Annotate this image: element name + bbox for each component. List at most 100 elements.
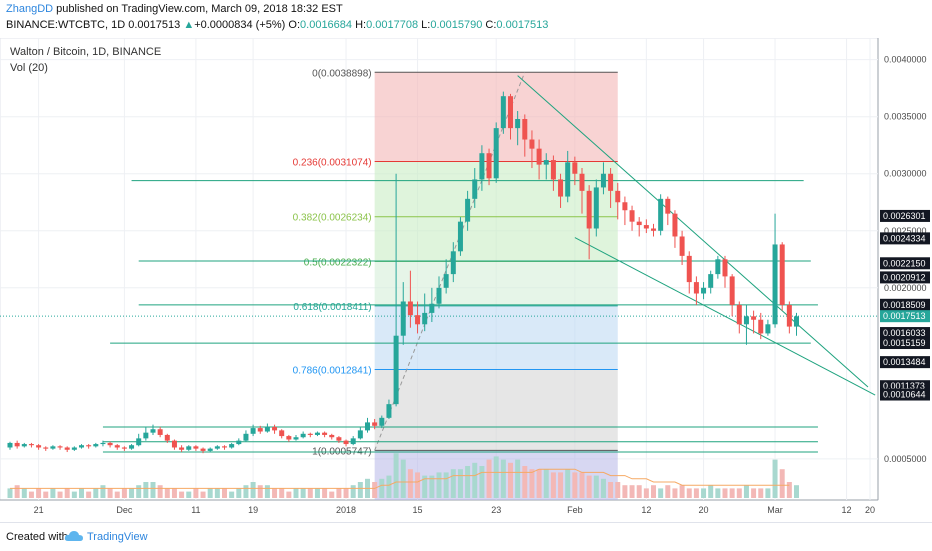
candle-body [686, 255, 692, 283]
price-marker-label: 0.0017513 [883, 311, 926, 321]
candle-body [615, 190, 621, 203]
candle-body [779, 244, 785, 305]
candle-body [222, 446, 227, 448]
volume-bar [586, 475, 592, 498]
candle-body [257, 428, 263, 432]
candle-body [14, 442, 20, 447]
volume-bar [393, 453, 399, 498]
tradingview-cloud-icon [64, 531, 83, 541]
candle-body [236, 440, 242, 445]
candle-body [600, 173, 606, 188]
candle-body [136, 438, 142, 446]
candle-body [293, 437, 299, 440]
volume-bar [293, 488, 299, 498]
candle-body [71, 447, 77, 450]
volume-bar [572, 472, 578, 498]
volume-bar [429, 475, 435, 498]
volume-bar [36, 488, 42, 498]
price-marker-box [880, 209, 930, 222]
tradingview-brand[interactable]: TradingView [87, 531, 148, 543]
candle-body [100, 442, 106, 445]
volume-bar [579, 472, 585, 498]
price-marker-label: 0.0016033 [883, 328, 926, 338]
y-tick-label: 0.0005000 [884, 454, 927, 464]
candle-body [357, 430, 363, 439]
candle-body [7, 442, 13, 448]
price-marker-box [880, 388, 930, 401]
fib-level-label: 0(0.0038898) [312, 68, 372, 79]
candle-body [679, 236, 685, 256]
volume-bar [214, 488, 220, 498]
fib-level-label: 0.236(0.0031074) [293, 157, 372, 168]
candle-body [121, 447, 127, 449]
author-link[interactable]: ZhangDD [6, 3, 54, 15]
volume-bar [179, 491, 185, 498]
volume-bar [207, 488, 213, 498]
candle-body [372, 422, 378, 426]
y-tick-label: 0.0030000 [884, 169, 927, 179]
candle-body [672, 213, 678, 237]
volume-bar [615, 482, 621, 498]
volume-bar [357, 482, 363, 498]
candle-body [643, 225, 649, 229]
publish-text: published on TradingView.com, March 09, … [56, 3, 343, 15]
candle-body [743, 316, 749, 325]
volume-bar [529, 469, 535, 498]
candle-body [693, 282, 699, 294]
chart-canvas[interactable]: 21 Dec 11 19 2018 15 23 Feb 12 20 Mar 12 20 0.0040000… [0, 38, 932, 520]
ohlc-line: BINANCE:WTCBTC, 1D 0.0017513 ▲+0.0000834… [6, 19, 548, 31]
volume-bar [558, 472, 564, 498]
candle-body [486, 153, 492, 179]
candle-body [443, 274, 449, 288]
x-tick-label: 20 [865, 505, 875, 515]
volume-sma-line [10, 468, 790, 489]
chart-area[interactable]: 21 Dec 11 19 2018 15 23 Feb 12 20 Mar 12 20 0.0040000… [0, 38, 932, 520]
fib-zone [374, 261, 618, 306]
volume-bar [436, 472, 442, 498]
volume-bar [336, 488, 342, 498]
fib-level-label: 0.786(0.0012841) [293, 365, 372, 376]
x-tick-label: 19 [248, 505, 258, 515]
price-marker-label: 0.0011373 [883, 381, 925, 391]
volume-bar [407, 469, 413, 498]
candle-body [508, 96, 513, 129]
price-marker-box [880, 257, 930, 270]
candle-body [586, 190, 592, 229]
volume-bar [71, 491, 77, 498]
candle-body [536, 148, 542, 165]
volume-bar [222, 488, 227, 498]
high-label: H: [355, 19, 367, 31]
candle-body [708, 274, 714, 288]
volume-bar [164, 488, 170, 498]
volume-bar [522, 466, 528, 498]
candle-body [479, 153, 485, 180]
candle-body [758, 319, 764, 334]
volume-bar [279, 488, 285, 498]
x-tick-label: Dec [116, 505, 133, 515]
candle-body [400, 301, 406, 336]
candle-body [436, 287, 442, 304]
low-value: 0.0015790 [430, 19, 483, 31]
volume-bar [443, 472, 449, 498]
volume-bar [272, 488, 278, 498]
price-marker-label: 0.0018509 [883, 300, 926, 310]
volume-bar [751, 488, 757, 498]
candle-body [79, 445, 84, 448]
price-marker-box [880, 310, 930, 323]
x-tick-label: 2018 [336, 505, 356, 515]
candle-body [500, 96, 506, 129]
volume-bar [86, 491, 92, 498]
volume-bar [422, 475, 428, 498]
candle-body [529, 139, 535, 149]
candle-body [415, 315, 421, 325]
price-marker-label: 0.0020912 [883, 272, 926, 282]
volume-bar [786, 482, 792, 498]
candle-body [314, 432, 320, 435]
candle-body [457, 221, 463, 252]
candle-body [243, 433, 249, 441]
volume-bar [629, 485, 635, 498]
volume-bar [779, 469, 785, 498]
volume-bar [479, 466, 485, 498]
candle-body [157, 429, 163, 435]
candle-body [629, 210, 635, 222]
